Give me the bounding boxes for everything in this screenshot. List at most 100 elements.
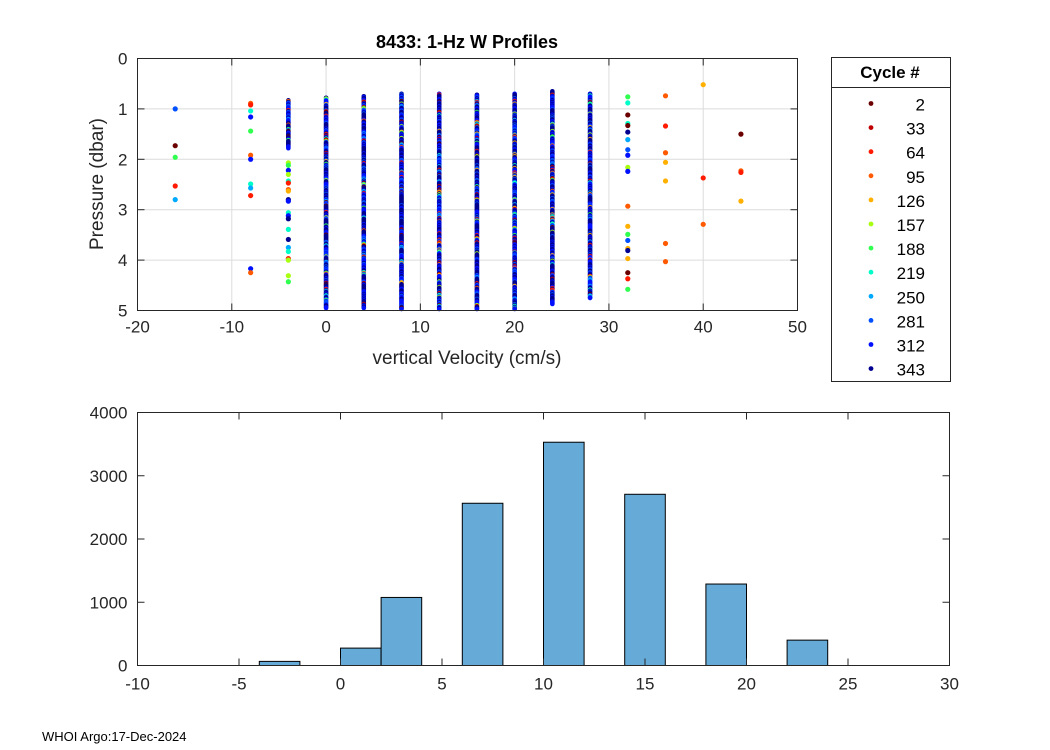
legend-label: 343 xyxy=(897,361,925,380)
data-point xyxy=(662,123,669,129)
legend-label: 219 xyxy=(897,264,925,283)
legend-marker xyxy=(868,366,874,371)
legend-label: 281 xyxy=(897,312,925,331)
legend-title: Cycle # xyxy=(860,63,920,82)
data-point xyxy=(172,197,178,203)
data-point xyxy=(286,145,291,151)
data-point xyxy=(361,305,367,311)
x-tick-label: -10 xyxy=(219,318,244,337)
y-tick-label: 4 xyxy=(118,251,127,270)
y-tick-label: 2000 xyxy=(90,530,128,549)
axes-box xyxy=(137,412,950,666)
data-point xyxy=(285,226,291,232)
histogram-bar xyxy=(786,639,829,667)
histogram-plot: -10 -5 0 5 10 15 20 25 30 0 1000 2000 3000 4000 xyxy=(90,404,959,694)
data-point xyxy=(738,198,744,204)
legend-marker xyxy=(868,342,874,347)
legend-label: 95 xyxy=(906,168,925,187)
legend-marker xyxy=(868,245,874,251)
x-tick-label: 20 xyxy=(737,675,756,694)
histogram-bar xyxy=(258,660,301,666)
data-point xyxy=(662,259,669,265)
data-point xyxy=(700,82,706,88)
legend-label: 33 xyxy=(906,120,925,139)
data-point xyxy=(625,168,631,174)
histogram-bar xyxy=(543,441,585,667)
legend-label: 188 xyxy=(897,240,925,259)
histogram-bar xyxy=(461,502,504,667)
data-point xyxy=(738,131,744,137)
y-tick-label: 0 xyxy=(118,657,127,676)
x-tick-label: 25 xyxy=(839,675,858,694)
data-point xyxy=(285,198,291,204)
x-axis-label: vertical Velocity (cm/s) xyxy=(373,348,562,369)
y-tick-label: 3000 xyxy=(90,467,128,486)
data-point xyxy=(248,128,254,134)
data-point xyxy=(738,169,744,176)
data-point xyxy=(172,154,178,160)
data-point xyxy=(248,156,254,162)
data-point xyxy=(285,279,291,285)
plot-area xyxy=(137,58,798,311)
data-point xyxy=(700,221,706,227)
x-tick-label: 5 xyxy=(437,675,446,694)
data-point xyxy=(172,183,178,189)
data-point xyxy=(285,273,291,279)
data-point xyxy=(700,175,706,181)
data-point xyxy=(625,276,631,282)
x-tick-label: 10 xyxy=(411,318,430,337)
legend-box xyxy=(831,57,951,382)
x-tick-label: -10 xyxy=(125,675,150,694)
y-axis-label: Pressure (dbar) xyxy=(87,118,108,250)
chart-title: 8433: 1-Hz W Profiles xyxy=(376,32,558,52)
data-point xyxy=(323,305,329,311)
y-tick-label: 3 xyxy=(118,201,127,220)
data-point xyxy=(625,129,631,135)
data-point xyxy=(248,185,254,191)
data-point xyxy=(587,295,593,301)
legend-marker xyxy=(868,197,874,203)
histogram-bar xyxy=(380,596,423,666)
data-point xyxy=(625,231,631,237)
data-point xyxy=(625,152,631,158)
data-point xyxy=(248,108,254,114)
data-point xyxy=(285,248,291,255)
x-tick-label: 40 xyxy=(694,318,713,337)
data-point xyxy=(662,159,669,165)
legend-marker xyxy=(868,221,874,227)
x-tick-label: 20 xyxy=(505,318,524,337)
data-point xyxy=(625,112,631,118)
data-point xyxy=(625,137,631,143)
histogram-bar xyxy=(624,493,666,666)
legend-label: 157 xyxy=(897,216,925,235)
scatter-plot: -20 -10 0 10 20 30 40 50 0 1 2 3 4 5 xyxy=(118,50,807,337)
y-tick-label: 4000 xyxy=(90,404,128,423)
y-tick-label: 0 xyxy=(118,50,127,69)
data-point xyxy=(172,143,178,149)
axes-box xyxy=(137,58,798,311)
legend-marker xyxy=(868,101,874,106)
data-point xyxy=(285,171,291,178)
y-tick-label: 2 xyxy=(118,150,127,169)
data-point xyxy=(662,93,669,99)
data-point xyxy=(285,216,291,222)
legend-marker xyxy=(868,173,874,179)
x-tick-label: 10 xyxy=(534,675,553,694)
legend-label: 126 xyxy=(897,192,925,211)
data-point xyxy=(662,150,669,156)
y-tick-label: 5 xyxy=(118,302,127,321)
data-point xyxy=(248,192,254,199)
data-point xyxy=(625,286,631,292)
data-point xyxy=(625,100,631,106)
footer-text: WHOI Argo:17-Dec-2024 xyxy=(42,729,187,744)
data-point xyxy=(625,270,631,276)
legend: Cycle # 2 33 64 95 126 157 188 219 250 281 312 343 xyxy=(831,57,951,382)
histogram-bar xyxy=(340,647,382,667)
legend-marker xyxy=(868,293,874,299)
data-point xyxy=(248,114,254,120)
data-point xyxy=(625,247,631,254)
x-tick-label: 15 xyxy=(636,675,655,694)
data-point xyxy=(248,152,254,158)
data-point xyxy=(625,237,631,244)
